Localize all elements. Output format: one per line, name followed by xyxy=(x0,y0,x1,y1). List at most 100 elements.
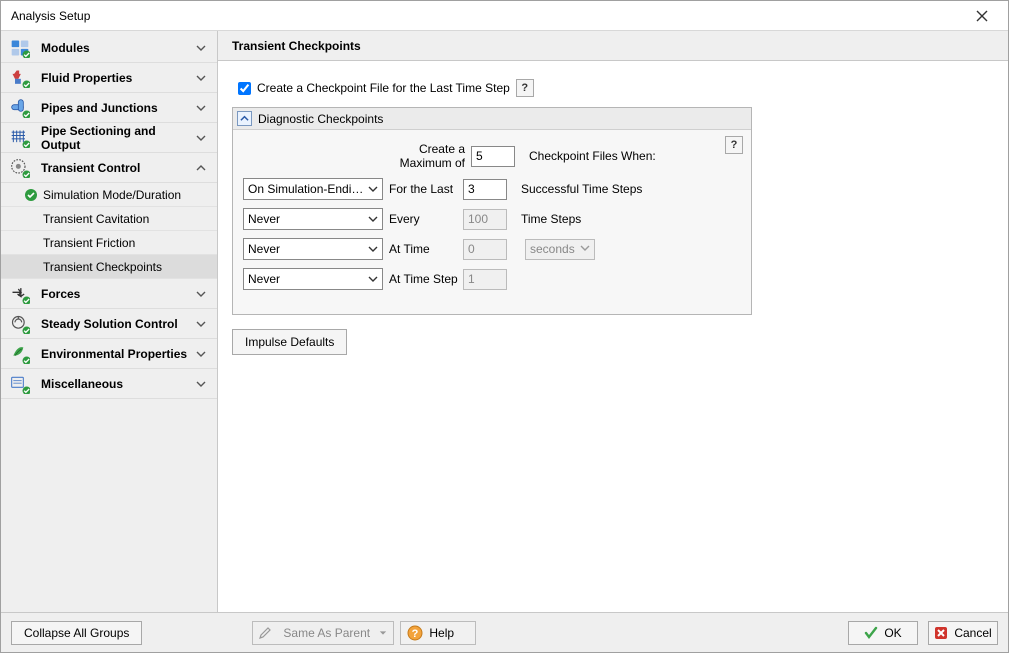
help-icon-button[interactable]: ? xyxy=(725,136,743,154)
cancel-button[interactable]: Cancel xyxy=(928,621,998,645)
pipes-junctions-icon xyxy=(9,97,31,119)
panel-title: Diagnostic Checkpoints xyxy=(258,112,383,126)
chevron-up-icon xyxy=(240,114,249,123)
spacer-icon xyxy=(23,235,39,251)
checkpoint-row-3: Never At Time Step xyxy=(243,268,741,290)
combo-label: On Simulation-Ending Error xyxy=(248,182,364,196)
sidebar-group-steady-solution[interactable]: Steady Solution Control xyxy=(1,309,217,339)
footer-right: OK Cancel xyxy=(848,621,998,645)
sidebar-group-forces[interactable]: Forces xyxy=(1,279,217,309)
transient-control-subitems: Simulation Mode/Duration Transient Cavit… xyxy=(1,183,217,279)
button-label: OK xyxy=(884,626,901,640)
sidebar-group-pipes-junctions[interactable]: Pipes and Junctions xyxy=(1,93,217,123)
sidebar-group-label: Environmental Properties xyxy=(41,347,193,361)
sidebar-group-pipe-sectioning[interactable]: Pipe Sectioning and Output xyxy=(1,123,217,153)
footer-left: Collapse All Groups xyxy=(11,621,142,645)
combo-label: Never xyxy=(248,212,364,226)
time-units-combo: seconds xyxy=(525,239,595,260)
sidebar-group-transient-control[interactable]: Transient Control xyxy=(1,153,217,183)
svg-text:?: ? xyxy=(412,628,419,640)
intro-left-label: Create a Maximum of xyxy=(383,142,471,170)
trigger-combo-0[interactable]: On Simulation-Ending Error xyxy=(243,178,383,200)
chevron-up-icon xyxy=(193,163,209,173)
spacer-icon xyxy=(23,259,39,275)
sidebar-group-label: Miscellaneous xyxy=(41,377,193,391)
sidebar-group-fluid-properties[interactable]: Fluid Properties xyxy=(1,63,217,93)
row0-value-input[interactable] xyxy=(463,179,507,200)
row2-value-input xyxy=(463,239,507,260)
sidebar-item-label: Transient Cavitation xyxy=(43,212,149,226)
same-as-parent-dropdown[interactable]: Same As Parent xyxy=(252,621,394,645)
max-checkpoints-input[interactable] xyxy=(471,146,515,167)
checkpoint-last-step-label: Create a Checkpoint File for the Last Ti… xyxy=(257,81,510,95)
sidebar-group-environmental[interactable]: Environmental Properties xyxy=(1,339,217,369)
help-button[interactable]: ? Help xyxy=(400,621,476,645)
sidebar-group-miscellaneous[interactable]: Miscellaneous xyxy=(1,369,217,399)
forces-icon xyxy=(9,283,31,305)
pipe-sectioning-icon xyxy=(9,127,31,149)
row-mid-label: Every xyxy=(383,212,463,226)
checkpoint-row-0: On Simulation-Ending Error For the Last … xyxy=(243,178,741,200)
footer-bar: Collapse All Groups Same As Parent ? Hel… xyxy=(1,612,1008,652)
row-right-label: Successful Time Steps xyxy=(513,182,642,196)
sidebar-item-label: Simulation Mode/Duration xyxy=(43,188,181,202)
row-right-label: Time Steps xyxy=(513,212,581,226)
row-mid-label: At Time Step xyxy=(383,272,463,286)
analysis-setup-window: Analysis Setup Modules Fluid Properties xyxy=(0,0,1009,653)
units-label: seconds xyxy=(530,242,580,256)
chevron-down-icon xyxy=(368,244,378,254)
ok-button[interactable]: OK xyxy=(848,621,918,645)
environmental-icon xyxy=(9,343,31,365)
button-label: Collapse All Groups xyxy=(24,626,129,640)
button-label: Cancel xyxy=(954,626,991,640)
chevron-down-icon xyxy=(580,242,590,256)
chevron-down-icon xyxy=(368,274,378,284)
close-button[interactable] xyxy=(966,4,998,28)
trigger-combo-1[interactable]: Never xyxy=(243,208,383,230)
intro-row: Create a Maximum of Checkpoint Files Whe… xyxy=(243,142,741,170)
sidebar-item-transient-cavitation[interactable]: Transient Cavitation xyxy=(1,207,217,231)
titlebar: Analysis Setup xyxy=(1,1,1008,31)
window-title: Analysis Setup xyxy=(11,9,90,23)
panel-body: ? Create a Maximum of Checkpoint Files W… xyxy=(233,130,751,314)
sidebar-item-label: Transient Checkpoints xyxy=(43,260,162,274)
checkpoint-last-step-checkbox[interactable] xyxy=(238,82,251,95)
chevron-down-icon xyxy=(368,184,378,194)
row1-value-input xyxy=(463,209,507,230)
content-title: Transient Checkpoints xyxy=(218,31,1008,61)
trigger-combo-3[interactable]: Never xyxy=(243,268,383,290)
impulse-defaults-button[interactable]: Impulse Defaults xyxy=(232,329,347,355)
trigger-combo-2[interactable]: Never xyxy=(243,238,383,260)
sidebar-group-label: Pipes and Junctions xyxy=(41,101,193,115)
fluid-properties-icon xyxy=(9,67,31,89)
sidebar-group-label: Fluid Properties xyxy=(41,71,193,85)
sidebar-group-label: Forces xyxy=(41,287,193,301)
sidebar-item-simulation-mode[interactable]: Simulation Mode/Duration xyxy=(1,183,217,207)
diagnostic-checkpoints-panel: Diagnostic Checkpoints ? Create a Maximu… xyxy=(232,107,752,315)
chevron-down-icon xyxy=(193,289,209,299)
collapse-all-button[interactable]: Collapse All Groups xyxy=(11,621,142,645)
button-label: Impulse Defaults xyxy=(245,335,334,349)
checkpoint-row-2: Never At Time seconds xyxy=(243,238,741,260)
chevron-down-icon xyxy=(193,43,209,53)
help-icon-button[interactable]: ? xyxy=(516,79,534,97)
panel-collapse-button[interactable] xyxy=(237,111,252,126)
sidebar-item-transient-checkpoints[interactable]: Transient Checkpoints xyxy=(1,255,217,279)
same-as-parent-label: Same As Parent xyxy=(283,626,370,640)
edit-icon xyxy=(259,625,275,641)
sidebar-group-modules[interactable]: Modules xyxy=(1,33,217,63)
sidebar-group-label: Modules xyxy=(41,41,193,55)
modules-icon xyxy=(9,37,31,59)
combo-label: Never xyxy=(248,272,364,286)
intro-right-label: Checkpoint Files When: xyxy=(521,149,656,163)
panel-header: Diagnostic Checkpoints xyxy=(233,108,751,130)
sidebar-item-transient-friction[interactable]: Transient Friction xyxy=(1,231,217,255)
chevron-down-icon xyxy=(368,214,378,224)
close-icon xyxy=(976,10,988,22)
chevron-down-icon xyxy=(193,319,209,329)
spacer-icon xyxy=(23,211,39,227)
button-label: Help xyxy=(429,626,454,640)
combo-label: Never xyxy=(248,242,364,256)
chevron-down-icon xyxy=(193,349,209,359)
miscellaneous-icon xyxy=(9,373,31,395)
